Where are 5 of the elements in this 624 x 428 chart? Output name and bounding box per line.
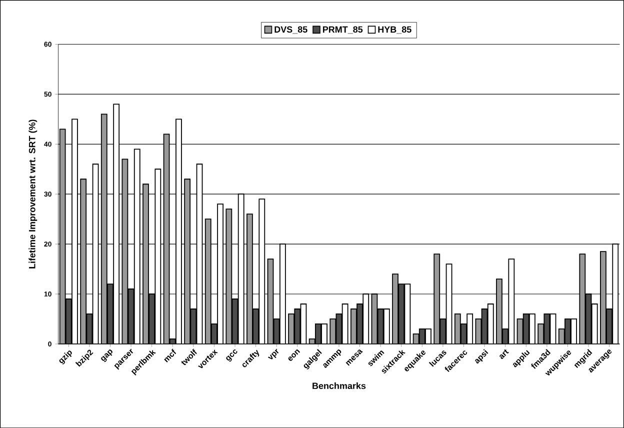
legend-label: PRMT_85 bbox=[322, 26, 363, 34]
legend-label: HYB_85 bbox=[378, 26, 412, 34]
legend-label: DVS_85 bbox=[274, 26, 308, 34]
x-axis-title: Benchmarks bbox=[312, 382, 366, 389]
y-axis-title: Lifetime Improvement wrt. SRT (%) bbox=[28, 120, 38, 268]
